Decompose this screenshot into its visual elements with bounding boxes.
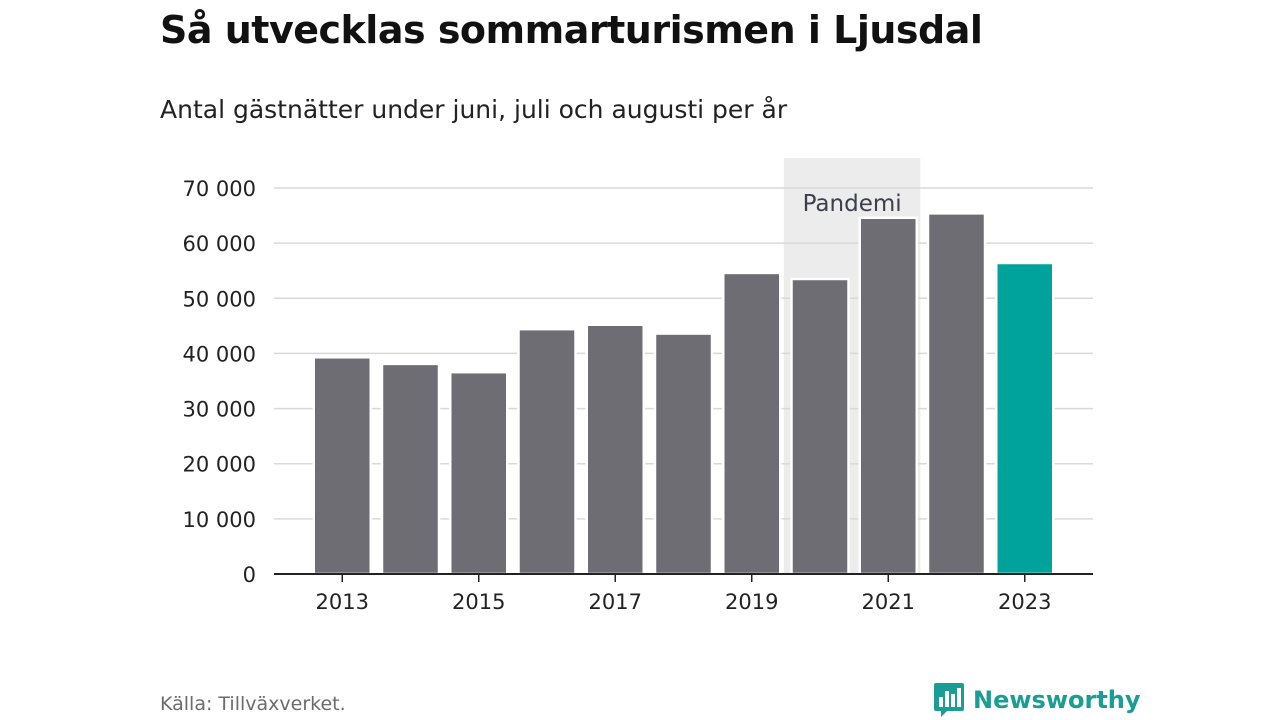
x-tick-label: 2021: [862, 590, 915, 614]
source-note: Källa: Tillväxverket.: [160, 693, 346, 715]
x-tick-label: 2019: [725, 590, 778, 614]
bar-2021: [858, 216, 918, 576]
y-tick-label: 40 000: [183, 342, 256, 366]
bar-2020: [790, 277, 850, 576]
bar-2016: [517, 327, 577, 576]
y-tick-label: 50 000: [183, 287, 256, 311]
y-tick-label: 60 000: [183, 232, 256, 256]
bar-chart: Pandemi 0 10 000 20 000 30 000 40 000 50 000 6…: [183, 158, 1093, 614]
bar-2022: [926, 212, 987, 576]
chart-title: Så utvecklas sommarturismen i Ljusdal: [160, 8, 983, 52]
y-tick-label: 0: [243, 563, 256, 587]
newsworthy-logo: Newsworthy: [933, 682, 1141, 718]
chart-subtitle: Antal gästnätter under juni, juli och au…: [160, 95, 788, 124]
brand-name: Newsworthy: [973, 686, 1141, 714]
bar-2015: [449, 370, 509, 576]
y-tick-label: 70 000: [183, 177, 256, 201]
x-tick-label: 2015: [452, 590, 505, 614]
x-tick-label: 2013: [316, 590, 369, 614]
bar-2014: [380, 362, 441, 576]
bar-2017: [585, 323, 645, 576]
bar-2013: [312, 356, 372, 576]
pandemic-label: Pandemi: [803, 191, 902, 217]
y-tick-label: 10 000: [183, 508, 256, 532]
x-tick-label: 2017: [589, 590, 642, 614]
bar-2023: [995, 261, 1055, 576]
bar-2019: [722, 271, 782, 576]
y-tick-label: 20 000: [183, 453, 256, 477]
y-tick-label: 30 000: [183, 398, 256, 422]
bar-chart-speech-icon: [934, 683, 964, 717]
bar-2018: [653, 332, 714, 576]
x-tick-label: 2023: [998, 590, 1051, 614]
